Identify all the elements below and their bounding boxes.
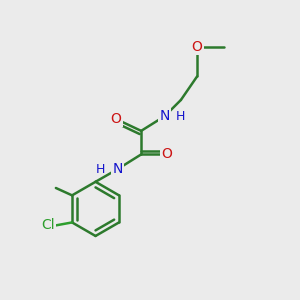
Text: H: H [95, 163, 105, 176]
Text: N: N [112, 162, 123, 176]
Text: H: H [176, 110, 186, 123]
Text: Cl: Cl [41, 218, 54, 233]
Text: O: O [161, 147, 172, 161]
Text: O: O [192, 40, 203, 54]
Text: N: N [160, 109, 170, 123]
Text: O: O [111, 112, 122, 126]
